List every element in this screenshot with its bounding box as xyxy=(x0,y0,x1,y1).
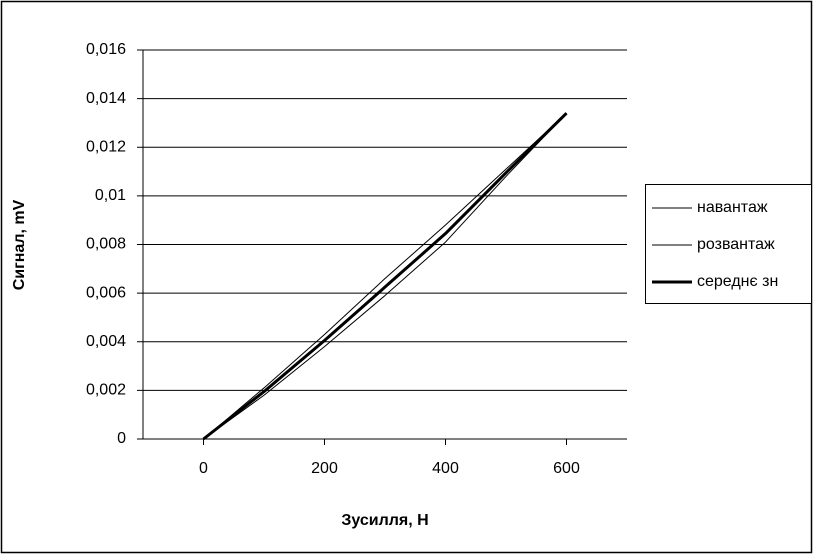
legend-label: навантаж xyxy=(697,199,768,216)
y-tick-label: 0,002 xyxy=(86,382,126,399)
y-tick-label: 0,016 xyxy=(86,41,126,58)
y-tick-label: 0,01 xyxy=(95,187,126,204)
x-tick-label: 200 xyxy=(311,460,338,477)
series-line xyxy=(202,112,568,441)
x-tick-label: 0 xyxy=(199,460,208,477)
y-tick-label: 0,004 xyxy=(86,333,126,350)
x-tick-label: 600 xyxy=(553,460,580,477)
y-axis-title: Сигнал, mV xyxy=(11,199,28,290)
y-tick-label: 0 xyxy=(117,430,126,447)
y-tick-label: 0,012 xyxy=(86,138,126,155)
x-axis-title: Зусилля, Н xyxy=(341,512,428,529)
y-tick-label: 0,006 xyxy=(86,284,126,301)
y-tick-label: 0,008 xyxy=(86,236,126,253)
x-tick-label: 400 xyxy=(432,460,459,477)
legend-label: середнє зн xyxy=(697,273,778,290)
legend-box xyxy=(645,184,812,304)
series-line xyxy=(203,112,567,440)
legend-label: розвантаж xyxy=(697,236,775,253)
y-tick-label: 0,014 xyxy=(86,90,126,107)
series-line xyxy=(203,112,567,440)
